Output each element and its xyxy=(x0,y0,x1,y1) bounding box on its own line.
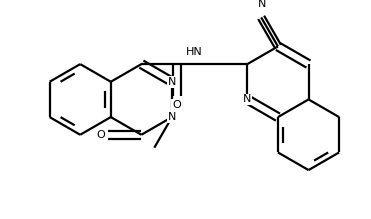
Text: O: O xyxy=(96,130,105,140)
Text: N: N xyxy=(168,112,176,122)
Text: N: N xyxy=(258,0,267,9)
Text: N: N xyxy=(243,94,252,104)
Text: O: O xyxy=(173,100,181,110)
Text: N: N xyxy=(168,77,176,87)
Text: HN: HN xyxy=(186,47,203,57)
